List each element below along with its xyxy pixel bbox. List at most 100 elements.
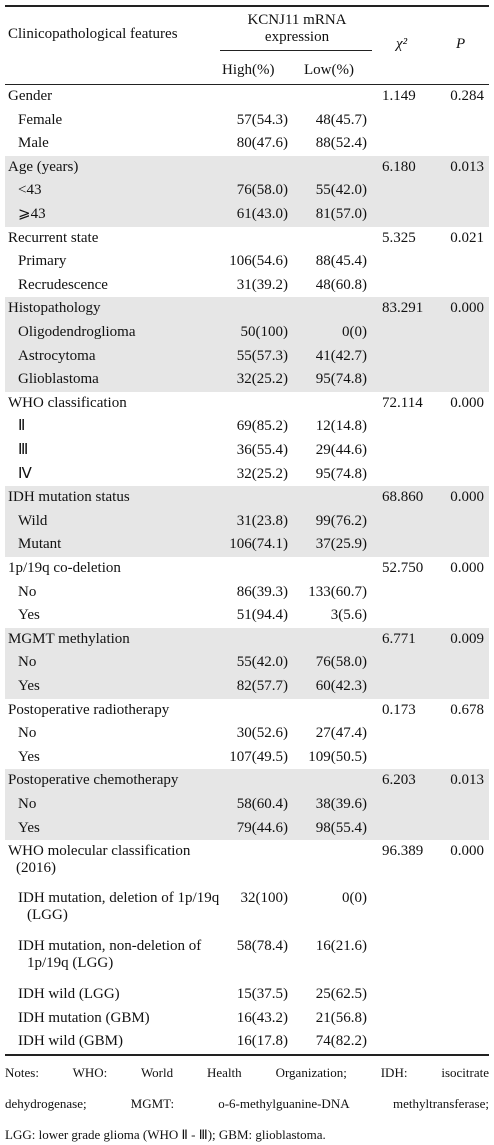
low-value: 41(42.7) bbox=[315, 347, 367, 364]
note-line: Notes: WHO: World Health Organization; I… bbox=[5, 1065, 489, 1080]
group-label: IDH mutation status bbox=[8, 489, 130, 506]
row-label: Recrudescence bbox=[18, 276, 108, 293]
high-value: 58(60.4) bbox=[236, 796, 288, 812]
group-label: 1p/19q co-deletion bbox=[8, 560, 121, 576]
p-value: 0.678 bbox=[450, 701, 484, 718]
header-feature: Clinicopathological features bbox=[8, 26, 178, 42]
group-label: Postoperative chemotherapy bbox=[8, 772, 179, 789]
low-value: 16(21.6) bbox=[315, 938, 367, 955]
group-label: WHO molecular classification (2016) bbox=[8, 843, 191, 877]
group-label: MGMT methylation bbox=[8, 630, 130, 647]
low-value: 48(60.8) bbox=[315, 276, 367, 293]
high-value: 31(39.2) bbox=[236, 276, 288, 293]
row-label: ⩾43 bbox=[18, 206, 46, 222]
low-value: 3(5.6) bbox=[330, 607, 367, 624]
row-label: Glioblastoma bbox=[18, 371, 99, 388]
chi-value: 83.291 bbox=[382, 300, 424, 317]
low-value: 95(74.8) bbox=[315, 465, 367, 482]
low-value: 74(82.2) bbox=[315, 1033, 367, 1050]
p-value: 0.000 bbox=[450, 560, 484, 576]
high-value: 30(52.6) bbox=[236, 725, 288, 742]
high-value: 32(25.2) bbox=[236, 465, 288, 482]
chi-value: 1.149 bbox=[382, 88, 416, 104]
top-rule bbox=[5, 5, 489, 7]
high-value: 50(100) bbox=[240, 324, 289, 340]
low-value: 81(57.0) bbox=[315, 206, 367, 222]
high-value: 15(37.5) bbox=[236, 986, 288, 1003]
high-value: 58(78.4) bbox=[236, 938, 288, 955]
row-label: No bbox=[18, 583, 37, 600]
row-shade bbox=[5, 769, 489, 841]
row-label: IDH wild (LGG) bbox=[18, 986, 120, 1003]
row-label: Ⅲ bbox=[18, 442, 29, 458]
header-chi: χ² bbox=[396, 36, 408, 52]
low-value: 99(76.2) bbox=[315, 512, 367, 529]
low-value: 25(62.5) bbox=[315, 986, 367, 1003]
chi-value: 68.860 bbox=[382, 489, 424, 506]
note-line: dehydrogenase; MGMT: o-6-methylguanine-D… bbox=[5, 1096, 489, 1111]
row-label: Ⅳ bbox=[18, 465, 32, 482]
low-value: 98(55.4) bbox=[315, 819, 367, 836]
p-value: 0.284 bbox=[450, 88, 484, 104]
p-value: 0.000 bbox=[450, 300, 484, 317]
group-label: WHO classification bbox=[8, 394, 127, 411]
high-value: 61(43.0) bbox=[236, 206, 288, 222]
row-label: No bbox=[18, 654, 37, 671]
high-value: 36(55.4) bbox=[236, 442, 288, 458]
low-value: 12(14.8) bbox=[315, 418, 367, 435]
row-label: Female bbox=[18, 111, 63, 128]
high-value: 106(74.1) bbox=[229, 536, 288, 553]
header-p: P bbox=[456, 36, 466, 52]
low-value: 38(39.6) bbox=[315, 796, 367, 812]
high-value: 32(25.2) bbox=[236, 371, 288, 388]
p-value: 0.000 bbox=[450, 843, 484, 860]
bottom-rule bbox=[5, 1054, 489, 1056]
row-label: <43 bbox=[18, 182, 42, 199]
row-label: Yes bbox=[18, 607, 40, 624]
low-value: 133(60.7) bbox=[308, 583, 367, 600]
p-value: 0.013 bbox=[450, 158, 484, 175]
chi-value: 5.325 bbox=[382, 229, 416, 246]
row-label: Male bbox=[18, 135, 49, 152]
row-label: IDH mutation (GBM) bbox=[18, 1009, 150, 1026]
low-value: 37(25.9) bbox=[315, 536, 367, 553]
high-value: 16(43.2) bbox=[236, 1009, 288, 1026]
group-label: Recurrent state bbox=[8, 229, 99, 246]
p-value: 0.021 bbox=[450, 229, 484, 246]
header-rule bbox=[5, 84, 489, 85]
row-shade bbox=[5, 486, 489, 557]
row-label: No bbox=[18, 796, 37, 812]
chi-value: 52.750 bbox=[382, 560, 424, 576]
high-value: 51(94.4) bbox=[236, 607, 288, 624]
high-value: 55(57.3) bbox=[236, 347, 288, 364]
row-label: IDH wild (GBM) bbox=[18, 1033, 123, 1050]
high-value: 16(17.8) bbox=[236, 1033, 288, 1050]
high-value: 79(44.6) bbox=[236, 819, 288, 836]
row-label: Yes bbox=[18, 748, 40, 765]
low-value: 88(52.4) bbox=[315, 135, 367, 152]
high-value: 82(57.7) bbox=[236, 678, 288, 694]
low-value: 60(42.3) bbox=[315, 678, 367, 694]
low-value: 88(45.4) bbox=[315, 253, 367, 270]
high-value: 107(49.5) bbox=[229, 748, 288, 765]
row-label: Ⅱ bbox=[18, 418, 26, 435]
chi-value: 6.180 bbox=[382, 158, 416, 175]
row-label: Mutant bbox=[18, 536, 62, 553]
high-value: 76(58.0) bbox=[236, 182, 288, 199]
low-value: 21(56.8) bbox=[315, 1009, 367, 1026]
row-label: Wild bbox=[18, 512, 48, 529]
row-label: IDH mutation, non-deletion of 1p/19q (LG… bbox=[18, 938, 202, 972]
low-value: 76(58.0) bbox=[315, 654, 367, 671]
row-shade bbox=[5, 155, 489, 227]
group-label: Age (years) bbox=[8, 158, 79, 175]
row-label: Yes bbox=[18, 819, 40, 836]
high-value: 80(47.6) bbox=[236, 135, 288, 152]
low-value: 95(74.8) bbox=[315, 371, 367, 388]
row-label: No bbox=[18, 725, 37, 742]
note-line: LGG: lower grade glioma (WHO Ⅱ - Ⅲ); GBM… bbox=[5, 1127, 326, 1142]
chi-value: 6.203 bbox=[382, 772, 416, 789]
chi-value: 96.389 bbox=[382, 843, 424, 860]
row-label: Primary bbox=[18, 253, 67, 270]
header-expression: KCNJ11 mRNA expression bbox=[247, 12, 347, 45]
